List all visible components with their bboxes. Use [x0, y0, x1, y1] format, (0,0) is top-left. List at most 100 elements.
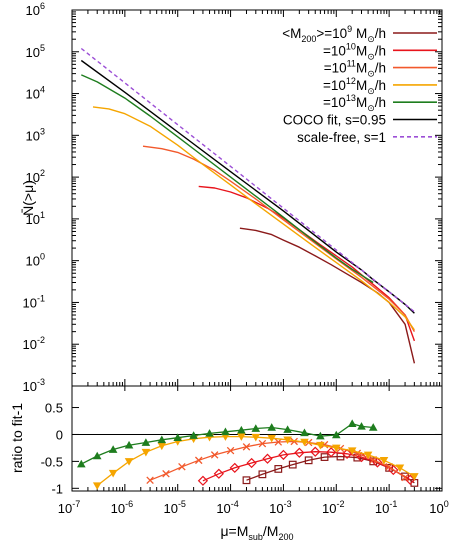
bottom-panel: 0.5 0 -0.5 -1 10-7 10-6 10-5 10-4 10-3 10-2 10-1 10…	[9, 385, 449, 542]
x-tick-label: 10-7	[58, 499, 80, 516]
marker-triangle-down	[283, 436, 292, 445]
marker-diamond	[278, 449, 289, 461]
marker-triangle-up	[77, 459, 86, 468]
y-tick-label: 100	[26, 252, 45, 269]
marker-diamond	[229, 462, 240, 473]
marker-cross	[242, 443, 251, 451]
bottom-series-line-4	[81, 422, 374, 465]
y-tick-label: 0	[56, 427, 63, 442]
marker-cross	[258, 439, 267, 448]
marker-triangle-down	[363, 451, 373, 460]
marker-triangle-up	[331, 430, 341, 439]
marker-diamond	[341, 448, 353, 459]
y-tick-label: 10-2	[23, 335, 45, 352]
top-series-line-6	[80, 47, 415, 313]
marker-triangle-down	[331, 444, 341, 453]
marker-cross	[146, 476, 154, 484]
x-tick-label: 10-2	[322, 499, 344, 516]
legend-label-5: COCO fit, s=0.95	[283, 113, 386, 128]
marker-triangle-down	[157, 442, 167, 451]
top-series-line-0	[239, 227, 416, 364]
marker-square	[353, 453, 362, 462]
marker-cross	[274, 438, 283, 446]
x-tick-label: 10-5	[163, 499, 185, 516]
marker-triangle-down	[267, 434, 277, 443]
marker-cross	[162, 470, 170, 478]
marker-triangle-up	[283, 425, 292, 433]
marker-triangle-up	[205, 429, 214, 437]
marker-cross	[385, 463, 393, 471]
marker-square	[242, 476, 251, 485]
bottom-panel-tick-labels: 0.5 0 -0.5 -1 10-7 10-6 10-5 10-4 10-3 10-2 10-1 10…	[41, 401, 449, 516]
bottom-y-axis-label: ratio to fit-1	[9, 403, 25, 473]
top-panel-ticks	[71, 9, 443, 387]
top-panel-tick-labels: 10-3 10-2 10-1 100 101 102 103 104 105 106	[23, 1, 45, 394]
marker-triangle-up	[173, 433, 183, 441]
y-tick-label: 102	[26, 168, 45, 185]
marker-cross	[401, 473, 409, 482]
x-tick-label: 10-1	[375, 499, 397, 516]
legend-label-4: =1013M⊙/h	[323, 93, 386, 113]
marker-triangle-down	[379, 457, 389, 465]
marker-triangle-up	[124, 440, 134, 449]
marker-cross	[226, 446, 235, 455]
legend-label-0: <M200>=109 M⊙/h	[282, 24, 386, 44]
legend: <M200>=109 M⊙/h=1010M⊙/h=1011M⊙/h=1012M⊙…	[282, 24, 437, 145]
y-tick-label: 10-1	[23, 293, 45, 310]
top-panel: 10-3 10-2 10-1 100 101 102 103 104 105 106 <M200>…	[20, 1, 443, 394]
marker-triangle-down	[141, 448, 151, 457]
marker-triangle-down	[92, 482, 102, 490]
y-tick-label: -1	[51, 481, 63, 496]
marker-triangle-up	[267, 423, 277, 431]
legend-label-3: =1012M⊙/h	[323, 76, 386, 96]
marker-triangle-up	[157, 435, 167, 444]
marker-triangle-down	[300, 438, 309, 447]
marker-triangle-down	[221, 433, 230, 441]
marker-square	[274, 465, 283, 473]
marker-triangle-down	[410, 473, 419, 481]
marker-triangle-up	[316, 431, 325, 440]
bottom-series-line-2	[149, 440, 406, 481]
marker-cross	[210, 451, 219, 459]
marker-diamond	[246, 457, 257, 469]
y-tick-label: 0.5	[45, 401, 63, 416]
marker-diamond	[197, 475, 209, 486]
x-tick-label: 10-6	[111, 499, 133, 516]
marker-square	[385, 463, 394, 472]
bottom-series-line-1	[202, 451, 411, 482]
marker-triangle-up	[92, 451, 102, 460]
marker-triangle-down	[316, 441, 325, 450]
marker-diamond	[213, 468, 224, 479]
marker-square	[288, 460, 297, 469]
marker-triangle-up	[347, 419, 357, 427]
marker-triangle-down	[124, 458, 134, 466]
top-series-line-1	[198, 185, 416, 342]
marker-triangle-up	[251, 424, 261, 432]
y-tick-label: 101	[26, 210, 45, 227]
y-tick-label: 10-3	[23, 377, 45, 394]
marker-diamond	[310, 446, 321, 457]
y-tick-label: 104	[26, 85, 45, 102]
marker-triangle-up	[189, 431, 198, 439]
top-series-line-2	[142, 145, 416, 332]
marker-triangle-down	[395, 464, 405, 473]
marker-square	[304, 456, 313, 465]
x-tick-label: 100	[429, 499, 448, 516]
legend-label-6: scale-free, s=1	[297, 130, 386, 145]
marker-cross	[194, 456, 203, 465]
marker-triangle-up	[221, 427, 230, 436]
y-tick-label: 103	[26, 126, 45, 143]
marker-diamond	[262, 453, 273, 464]
y-tick-label: 106	[26, 1, 45, 18]
marker-cross	[178, 463, 186, 471]
top-panel-frame	[71, 9, 443, 387]
bottom-panel-series	[72, 419, 442, 490]
top-series-line-4	[81, 74, 374, 284]
marker-triangle-up	[237, 425, 246, 434]
bottom-panel-frame	[71, 385, 443, 492]
marker-square	[320, 453, 329, 461]
x-tick-label: 10-3	[269, 499, 291, 516]
x-axis-label: μ=Msub/M200	[220, 523, 293, 542]
marker-triangle-up	[108, 445, 118, 453]
